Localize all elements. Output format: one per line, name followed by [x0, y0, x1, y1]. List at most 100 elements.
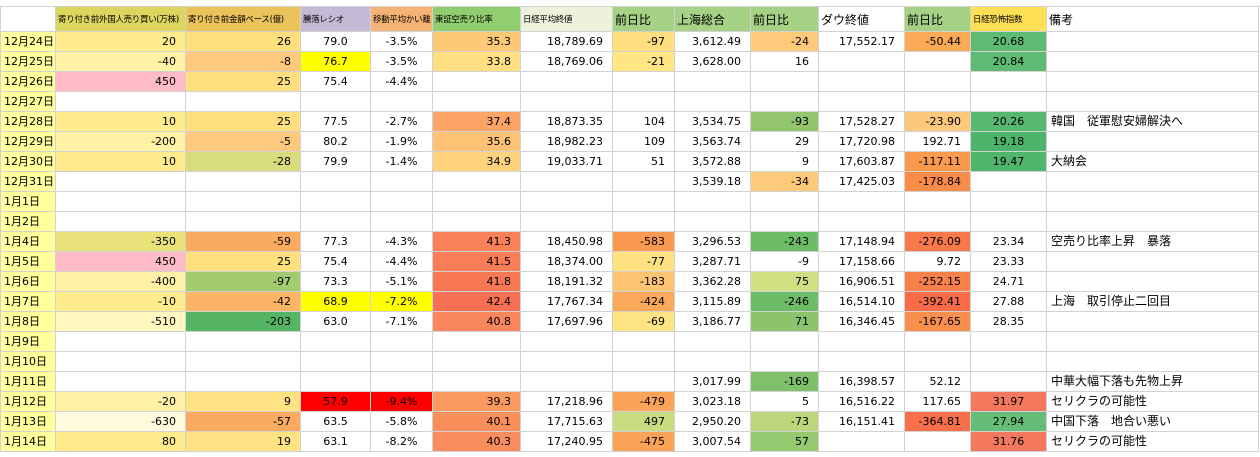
remark-cell[interactable]: 上海 取引停止二回目 — [1046, 291, 1259, 312]
data-cell-advance-decline-ratio[interactable]: 79.0 — [300, 31, 371, 52]
data-cell-nikkei-day-change[interactable]: 104 — [612, 111, 675, 132]
data-cell-shanghai-composite[interactable]: 3,017.99 — [674, 371, 751, 392]
data-cell-pre-open-foreign-trades[interactable] — [55, 351, 186, 372]
data-cell-advance-decline-ratio[interactable]: 76.7 — [300, 51, 371, 72]
data-cell-tse-short-selling-ratio[interactable]: 41.8 — [432, 271, 521, 292]
data-cell-nikkei-day-change[interactable] — [612, 171, 675, 192]
data-cell-tse-short-selling-ratio[interactable] — [432, 371, 521, 392]
data-cell-pre-open-amount-basis[interactable]: -203 — [185, 311, 301, 332]
data-cell-moving-average-divergence[interactable]: -5.8% — [370, 411, 433, 432]
data-cell-nikkei-fear-index[interactable] — [970, 91, 1047, 112]
data-cell-nikkei-day-change[interactable] — [612, 331, 675, 352]
data-cell-nikkei-day-change[interactable]: -183 — [612, 271, 675, 292]
data-cell-tse-short-selling-ratio[interactable]: 34.9 — [432, 151, 521, 172]
data-cell-nikkei-close[interactable] — [520, 331, 613, 352]
data-cell-nikkei-close[interactable]: 18,769.06 — [520, 51, 613, 72]
column-header-pre-open-foreign-trades[interactable]: 寄り付き前外国人売り買い(万株) — [55, 6, 186, 32]
data-cell-tse-short-selling-ratio[interactable] — [432, 191, 521, 212]
data-cell-dow-close[interactable]: 16,514.10 — [818, 291, 905, 312]
data-cell-advance-decline-ratio[interactable] — [300, 91, 371, 112]
data-cell-dow-close[interactable]: 17,158.66 — [818, 251, 905, 272]
data-cell-nikkei-day-change[interactable]: -69 — [612, 311, 675, 332]
data-cell-dow-day-change[interactable]: 117.65 — [904, 391, 971, 412]
data-cell-shanghai-composite[interactable]: 3,534.75 — [674, 111, 751, 132]
data-cell-advance-decline-ratio[interactable]: 80.2 — [300, 131, 371, 152]
data-cell-shanghai-day-change[interactable]: -243 — [750, 231, 819, 252]
data-cell-shanghai-composite[interactable]: 3,007.54 — [674, 431, 751, 452]
data-cell-dow-day-change[interactable]: -50.44 — [904, 31, 971, 52]
data-cell-shanghai-composite[interactable]: 3,628.00 — [674, 51, 751, 72]
data-cell-nikkei-day-change[interactable] — [612, 91, 675, 112]
data-cell-pre-open-amount-basis[interactable]: -97 — [185, 271, 301, 292]
data-cell-shanghai-day-change[interactable]: -93 — [750, 111, 819, 132]
date-cell[interactable]: 12月24日 — [0, 31, 56, 52]
data-cell-tse-short-selling-ratio[interactable] — [432, 211, 521, 232]
data-cell-nikkei-close[interactable]: 17,715.63 — [520, 411, 613, 432]
data-cell-nikkei-fear-index[interactable]: 23.34 — [970, 231, 1047, 252]
data-cell-shanghai-composite[interactable]: 3,572.88 — [674, 151, 751, 172]
date-cell[interactable]: 12月28日 — [0, 111, 56, 132]
data-cell-pre-open-foreign-trades[interactable]: -10 — [55, 291, 186, 312]
data-cell-shanghai-composite[interactable]: 3,563.74 — [674, 131, 751, 152]
data-cell-dow-day-change[interactable] — [904, 431, 971, 452]
data-cell-moving-average-divergence[interactable]: -1.9% — [370, 131, 433, 152]
data-cell-dow-day-change[interactable] — [904, 351, 971, 372]
data-cell-nikkei-fear-index[interactable]: 31.76 — [970, 431, 1047, 452]
data-cell-shanghai-day-change[interactable]: 75 — [750, 271, 819, 292]
remark-cell[interactable] — [1046, 31, 1259, 52]
remark-cell[interactable]: 空売り比率上昇 暴落 — [1046, 231, 1259, 252]
data-cell-nikkei-day-change[interactable]: -479 — [612, 391, 675, 412]
data-cell-shanghai-composite[interactable]: 3,287.71 — [674, 251, 751, 272]
date-cell[interactable]: 12月29日 — [0, 131, 56, 152]
data-cell-moving-average-divergence[interactable]: -7.1% — [370, 311, 433, 332]
data-cell-nikkei-fear-index[interactable]: 20.26 — [970, 111, 1047, 132]
data-cell-dow-close[interactable]: 16,346.45 — [818, 311, 905, 332]
data-cell-pre-open-amount-basis[interactable]: 26 — [185, 31, 301, 52]
date-cell[interactable]: 1月12日 — [0, 391, 56, 412]
data-cell-shanghai-composite[interactable]: 3,539.18 — [674, 171, 751, 192]
date-cell[interactable]: 1月11日 — [0, 371, 56, 392]
data-cell-nikkei-fear-index[interactable]: 23.33 — [970, 251, 1047, 272]
data-cell-dow-close[interactable]: 16,398.57 — [818, 371, 905, 392]
date-cell[interactable]: 1月8日 — [0, 311, 56, 332]
data-cell-shanghai-day-change[interactable]: 16 — [750, 51, 819, 72]
data-cell-moving-average-divergence[interactable] — [370, 171, 433, 192]
data-cell-tse-short-selling-ratio[interactable] — [432, 171, 521, 192]
data-cell-nikkei-day-change[interactable]: 109 — [612, 131, 675, 152]
data-cell-advance-decline-ratio[interactable] — [300, 171, 371, 192]
data-cell-dow-close[interactable] — [818, 431, 905, 452]
date-cell[interactable]: 12月31日 — [0, 171, 56, 192]
data-cell-dow-close[interactable]: 17,552.17 — [818, 31, 905, 52]
data-cell-tse-short-selling-ratio[interactable] — [432, 331, 521, 352]
data-cell-dow-day-change[interactable]: -178.84 — [904, 171, 971, 192]
date-cell[interactable]: 1月13日 — [0, 411, 56, 432]
data-cell-pre-open-foreign-trades[interactable]: -350 — [55, 231, 186, 252]
data-cell-tse-short-selling-ratio[interactable]: 41.5 — [432, 251, 521, 272]
data-cell-pre-open-foreign-trades[interactable] — [55, 331, 186, 352]
column-header-nikkei-fear-index[interactable]: 日経恐怖指数 — [970, 6, 1047, 32]
data-cell-tse-short-selling-ratio[interactable]: 41.3 — [432, 231, 521, 252]
data-cell-nikkei-close[interactable]: 17,218.96 — [520, 391, 613, 412]
data-cell-pre-open-amount-basis[interactable]: -5 — [185, 131, 301, 152]
data-cell-pre-open-amount-basis[interactable]: -28 — [185, 151, 301, 172]
data-cell-advance-decline-ratio[interactable] — [300, 371, 371, 392]
remark-cell[interactable]: セリクラの可能性 — [1046, 391, 1259, 412]
date-cell[interactable]: 1月6日 — [0, 271, 56, 292]
data-cell-nikkei-day-change[interactable]: 497 — [612, 411, 675, 432]
column-header-shanghai-composite[interactable]: 上海総合 — [674, 6, 751, 32]
data-cell-pre-open-foreign-trades[interactable]: 20 — [55, 31, 186, 52]
remark-cell[interactable] — [1046, 131, 1259, 152]
remark-cell[interactable] — [1046, 251, 1259, 272]
data-cell-shanghai-composite[interactable]: 3,023.18 — [674, 391, 751, 412]
data-cell-nikkei-fear-index[interactable] — [970, 71, 1047, 92]
data-cell-dow-close[interactable]: 17,720.98 — [818, 131, 905, 152]
data-cell-shanghai-composite[interactable] — [674, 191, 751, 212]
remark-cell[interactable] — [1046, 71, 1259, 92]
data-cell-advance-decline-ratio[interactable]: 77.5 — [300, 111, 371, 132]
data-cell-dow-day-change[interactable] — [904, 91, 971, 112]
data-cell-nikkei-close[interactable] — [520, 351, 613, 372]
data-cell-nikkei-close[interactable] — [520, 191, 613, 212]
data-cell-shanghai-day-change[interactable]: 71 — [750, 311, 819, 332]
data-cell-dow-day-change[interactable] — [904, 191, 971, 212]
data-cell-advance-decline-ratio[interactable]: 75.4 — [300, 251, 371, 272]
